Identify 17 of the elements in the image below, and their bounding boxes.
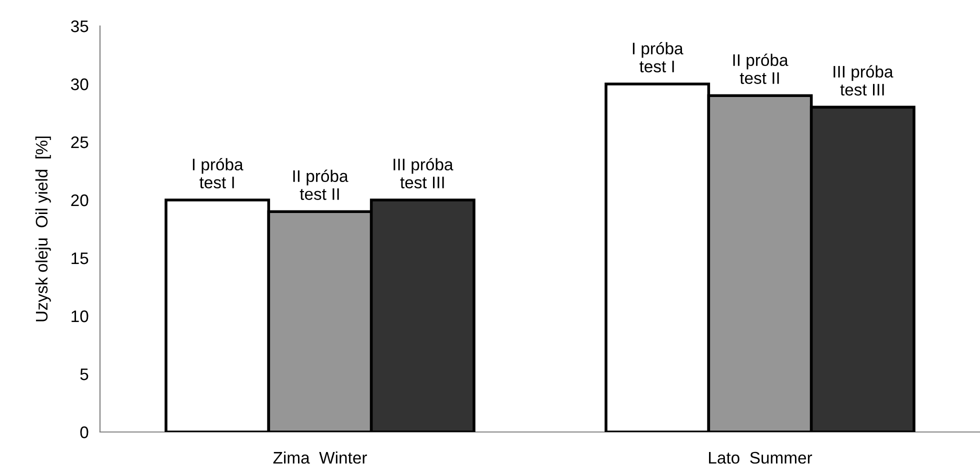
x-tick-label: Zima Winter bbox=[273, 451, 367, 464]
y-tick-label: 25 bbox=[71, 136, 88, 148]
text: III próba test III bbox=[834, 65, 894, 96]
y-tick-label: 0 bbox=[80, 426, 88, 438]
text: II próba test II bbox=[733, 54, 788, 84]
y-tick-label: 20 bbox=[71, 194, 88, 206]
y-tick-label: 35 bbox=[70, 20, 88, 32]
x-tick-label: Lato Summer bbox=[709, 452, 812, 464]
y-tick-label: 5 bbox=[80, 368, 88, 380]
y-tick-label: 15 bbox=[72, 252, 88, 264]
series-label: III próba test III bbox=[394, 158, 454, 188]
y-tick-label: 30 bbox=[70, 78, 88, 90]
series-label: II próba test II bbox=[293, 170, 348, 200]
text: I próba test I bbox=[632, 42, 684, 72]
y-axis-title: Uzysk oleju Oil yield [%] bbox=[35, 136, 51, 322]
series-label: I próba test I bbox=[192, 158, 244, 188]
y-tick-label: 10 bbox=[72, 310, 88, 322]
